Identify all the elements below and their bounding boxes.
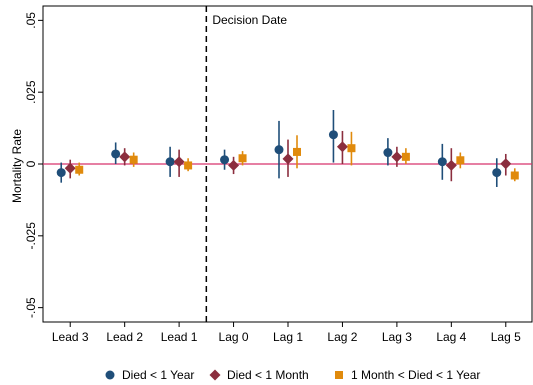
point-marker [173,156,185,168]
point-marker [336,141,348,153]
y-tick-label: -.05 [24,297,38,318]
x-tick-label: Lead 1 [161,330,198,344]
y-tick-label: 0 [24,160,38,167]
legend-label: Died < 1 Month [227,368,309,382]
point-marker [401,152,410,161]
point-marker [328,130,338,140]
legend: Died < 1 Year Died < 1 Month 1 Month < Die… [105,368,480,382]
series-1 [56,109,502,187]
point-marker [347,144,356,153]
legend-diamond-icon [209,369,221,381]
point-marker [75,165,84,174]
series-2 [64,130,512,182]
x-tick-label: Lead 3 [52,330,89,344]
x-axis: Lead 3 Lead 2 Lead 1 Lag 0 Lag 1 Lag 2 Lag 3 La… [52,322,521,344]
legend-circle-icon [105,370,115,380]
point-marker [119,151,131,163]
point-marker [64,162,76,174]
legend-label: 1 Month < Died < 1 Year [351,368,480,382]
point-marker [437,157,447,167]
legend-square-icon [335,371,343,379]
decision-date-label: Decision Date [212,13,287,27]
x-tick-label: Lag 4 [436,330,466,344]
point-marker [165,157,175,167]
series-3 [75,131,519,182]
point-marker [56,168,66,178]
y-tick-label: -.025 [24,222,38,250]
point-marker [238,154,247,163]
x-tick-label: Lag 3 [382,330,412,344]
point-marker [492,168,502,178]
y-tick-label: .025 [24,80,38,104]
x-tick-label: Lag 5 [491,330,521,344]
point-marker [456,156,465,165]
y-tick-label: .05 [24,12,38,29]
x-tick-label: Lead 2 [106,330,143,344]
legend-item: Died < 1 Month [209,368,309,382]
point-marker [383,148,393,158]
point-marker [111,149,121,159]
point-marker [391,151,403,163]
x-tick-label: Lag 1 [273,330,303,344]
point-marker [129,155,138,164]
legend-item: Died < 1 Year [105,368,194,382]
x-tick-label: Lag 0 [219,330,249,344]
point-marker [500,158,512,170]
point-marker [282,153,294,165]
point-marker [293,147,301,156]
point-marker [220,155,230,165]
x-tick-label: Lag 2 [327,330,357,344]
point-marker [510,171,519,180]
point-marker [228,159,240,171]
point-marker [274,145,284,155]
point-marker [445,159,457,171]
y-axis: -.05 -.025 0 .025 .05 [24,12,43,318]
legend-item: 1 Month < Died < 1 Year [335,368,480,382]
legend-label: Died < 1 Year [122,368,194,382]
data-marks [56,109,519,187]
y-axis-label: Mortality Rate [10,129,24,203]
point-marker [184,161,193,170]
